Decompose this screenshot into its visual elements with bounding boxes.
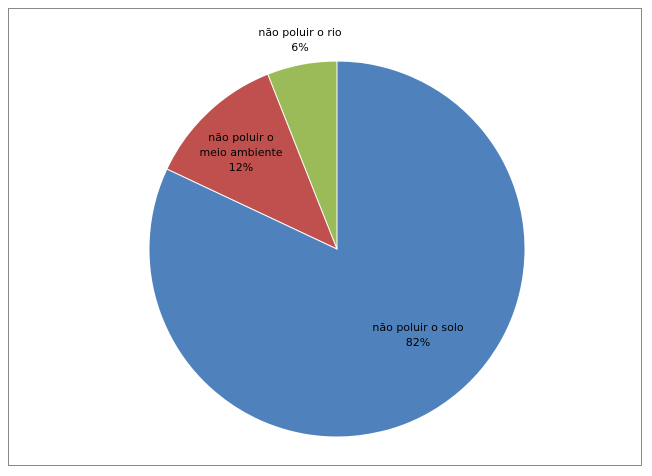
pie-slice-3 (267, 60, 338, 250)
slice-name: não poluir o solo (372, 321, 463, 334)
pie-slice-2 (166, 73, 338, 250)
slice-label-2: não poluir o meio ambiente 12% (199, 131, 282, 174)
pie-slices (148, 60, 526, 438)
slice-name: não poluir o rio (258, 26, 342, 39)
slice-label-1: não poluir o solo 82% (372, 321, 463, 349)
slice-label-3: não poluir o rio 6% (258, 26, 342, 54)
slice-percent: 12% (229, 161, 253, 174)
pie-labels: não poluir o solo 82% não poluir o meio amb… (199, 26, 463, 349)
slice-percent: 6% (291, 41, 308, 54)
slice-name: meio ambiente (199, 146, 282, 159)
slice-name: não poluir o (208, 131, 274, 144)
slice-percent: 82% (406, 336, 430, 349)
